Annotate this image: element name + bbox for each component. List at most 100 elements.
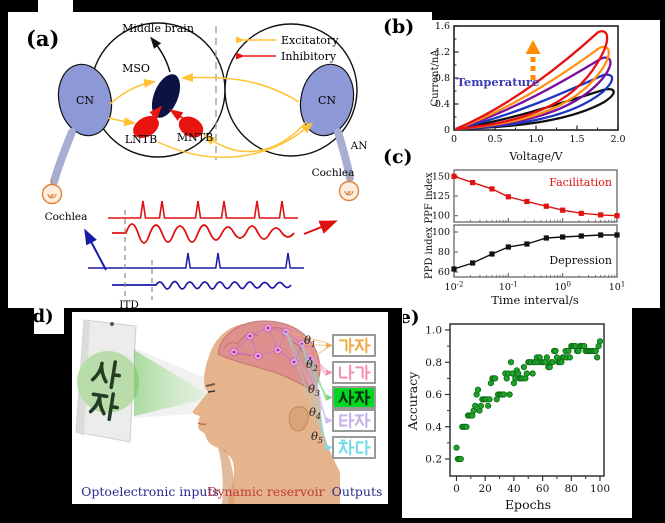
accuracy-point <box>492 375 499 382</box>
theta-2: θ2 <box>306 357 318 373</box>
accuracy-point <box>520 363 528 371</box>
panel-d-label-notch: (d) <box>34 306 64 334</box>
accuracy-point <box>453 444 460 451</box>
x-axis-label: Voltage/V <box>508 150 563 163</box>
accuracy-point <box>566 354 573 361</box>
x-tick-label: 40 <box>507 483 520 495</box>
tick-base: 10 <box>554 282 566 293</box>
y-tick-label: 100 <box>432 227 450 238</box>
tick-exp: -2 <box>457 281 464 289</box>
hangul-char <box>338 389 355 406</box>
fan-arrowhead <box>326 369 333 376</box>
fan-line <box>285 331 327 445</box>
accuracy-point <box>457 455 464 463</box>
panel-b-label-text: (b) <box>383 16 415 38</box>
tick-exp: -1 <box>511 281 518 289</box>
data-marker <box>451 266 457 272</box>
x-axis-label: Epochs <box>505 497 551 512</box>
x-tick-label: 60 <box>536 483 549 495</box>
iv-loop <box>455 73 614 131</box>
lntb-nucleus <box>133 116 159 138</box>
tick-exp: 1 <box>621 281 625 289</box>
y-axis-label: Accuracy <box>405 371 420 432</box>
temperature-arrow-head <box>525 40 541 54</box>
y-axis-label: Current/nA <box>430 49 441 107</box>
data-line <box>453 234 617 270</box>
data-marker <box>578 233 584 239</box>
y-tick-label: 0 <box>444 125 450 136</box>
network-link <box>277 331 287 351</box>
y-tick-label: 80 <box>438 247 450 258</box>
data-marker <box>470 180 476 186</box>
an-label: AN <box>350 140 368 152</box>
data-marker <box>598 232 604 238</box>
y-tick-label: 1.2 <box>435 47 450 58</box>
fan-line <box>301 343 327 421</box>
iv-loop <box>455 30 609 131</box>
data-marker <box>560 207 566 213</box>
hangul-strokes <box>354 412 371 429</box>
theta-5: θ5 <box>311 429 323 445</box>
fan-line <box>311 348 327 359</box>
sheet-clip-icon <box>110 322 114 326</box>
iv-loop <box>455 87 615 131</box>
mso-label: MSO <box>122 62 150 75</box>
hangul-strokes <box>355 364 371 381</box>
accuracy-point <box>506 391 513 398</box>
network-link <box>267 327 287 333</box>
data-marker <box>598 212 604 218</box>
data-marker <box>505 194 511 200</box>
cochlea-right-label: Cochlea <box>312 167 355 179</box>
plot-frame <box>449 323 605 477</box>
to-left-cochlea-arrow <box>84 228 107 271</box>
y-tick-label: 0.8 <box>435 73 450 84</box>
excitatory-arrow-icon <box>236 36 245 44</box>
accuracy-point <box>565 347 572 355</box>
input-green-circle <box>77 351 139 413</box>
network-link <box>233 335 251 353</box>
panel-e-background: 0 20 40 60 80 100 0.2 0.4 0.6 0.8 1.0 Accuracy Epoch… <box>402 306 632 518</box>
light-beam <box>134 350 213 416</box>
accuracy-point <box>523 370 530 377</box>
excitatory-projections <box>107 73 314 158</box>
y-tick-label: 0.2 <box>425 454 442 466</box>
network-link <box>277 349 295 363</box>
inhibitory-arrow-icon <box>236 52 245 60</box>
y-tick-label: 0.8 <box>425 357 442 369</box>
fan-line <box>285 331 327 344</box>
network-node <box>255 353 261 359</box>
accuracy-point <box>477 402 485 409</box>
fan-line <box>285 331 327 370</box>
data-marker <box>543 203 549 209</box>
input-word-hangul <box>88 360 121 422</box>
caption-optoelectronic-inputs: Optoelectronic inputs <box>81 484 219 499</box>
panel-c-label-text: (c) <box>383 146 413 168</box>
data-marker <box>470 260 476 266</box>
hangul-char <box>88 392 119 422</box>
facilitation-label: Facilitation <box>549 176 612 189</box>
fan-line <box>311 357 327 376</box>
y-tick-label: 1.6 <box>435 21 450 32</box>
data-marker <box>489 251 495 257</box>
middle-brain-arrow <box>150 36 171 73</box>
hangul-char <box>354 337 371 354</box>
hangul-char <box>355 364 371 381</box>
x-axis-label: Time interval/s <box>491 293 579 307</box>
hangul-char <box>339 412 355 429</box>
hangul-char <box>355 439 371 456</box>
theta-3: θ3 <box>308 382 320 398</box>
y-tick-label: 150 <box>432 171 450 182</box>
data-marker <box>614 213 620 219</box>
data-marker <box>543 235 549 241</box>
accuracy-point <box>594 354 601 361</box>
iv-loop <box>455 45 610 131</box>
network-link <box>249 327 269 337</box>
hangul-strokes <box>88 392 119 422</box>
lips <box>197 422 207 426</box>
tick-base: 10 <box>445 282 457 293</box>
y-axis-label: PPD index <box>424 227 435 280</box>
itd-label: ITD <box>119 299 139 308</box>
data-marker <box>524 198 530 205</box>
fan-arrowhead <box>326 342 333 349</box>
